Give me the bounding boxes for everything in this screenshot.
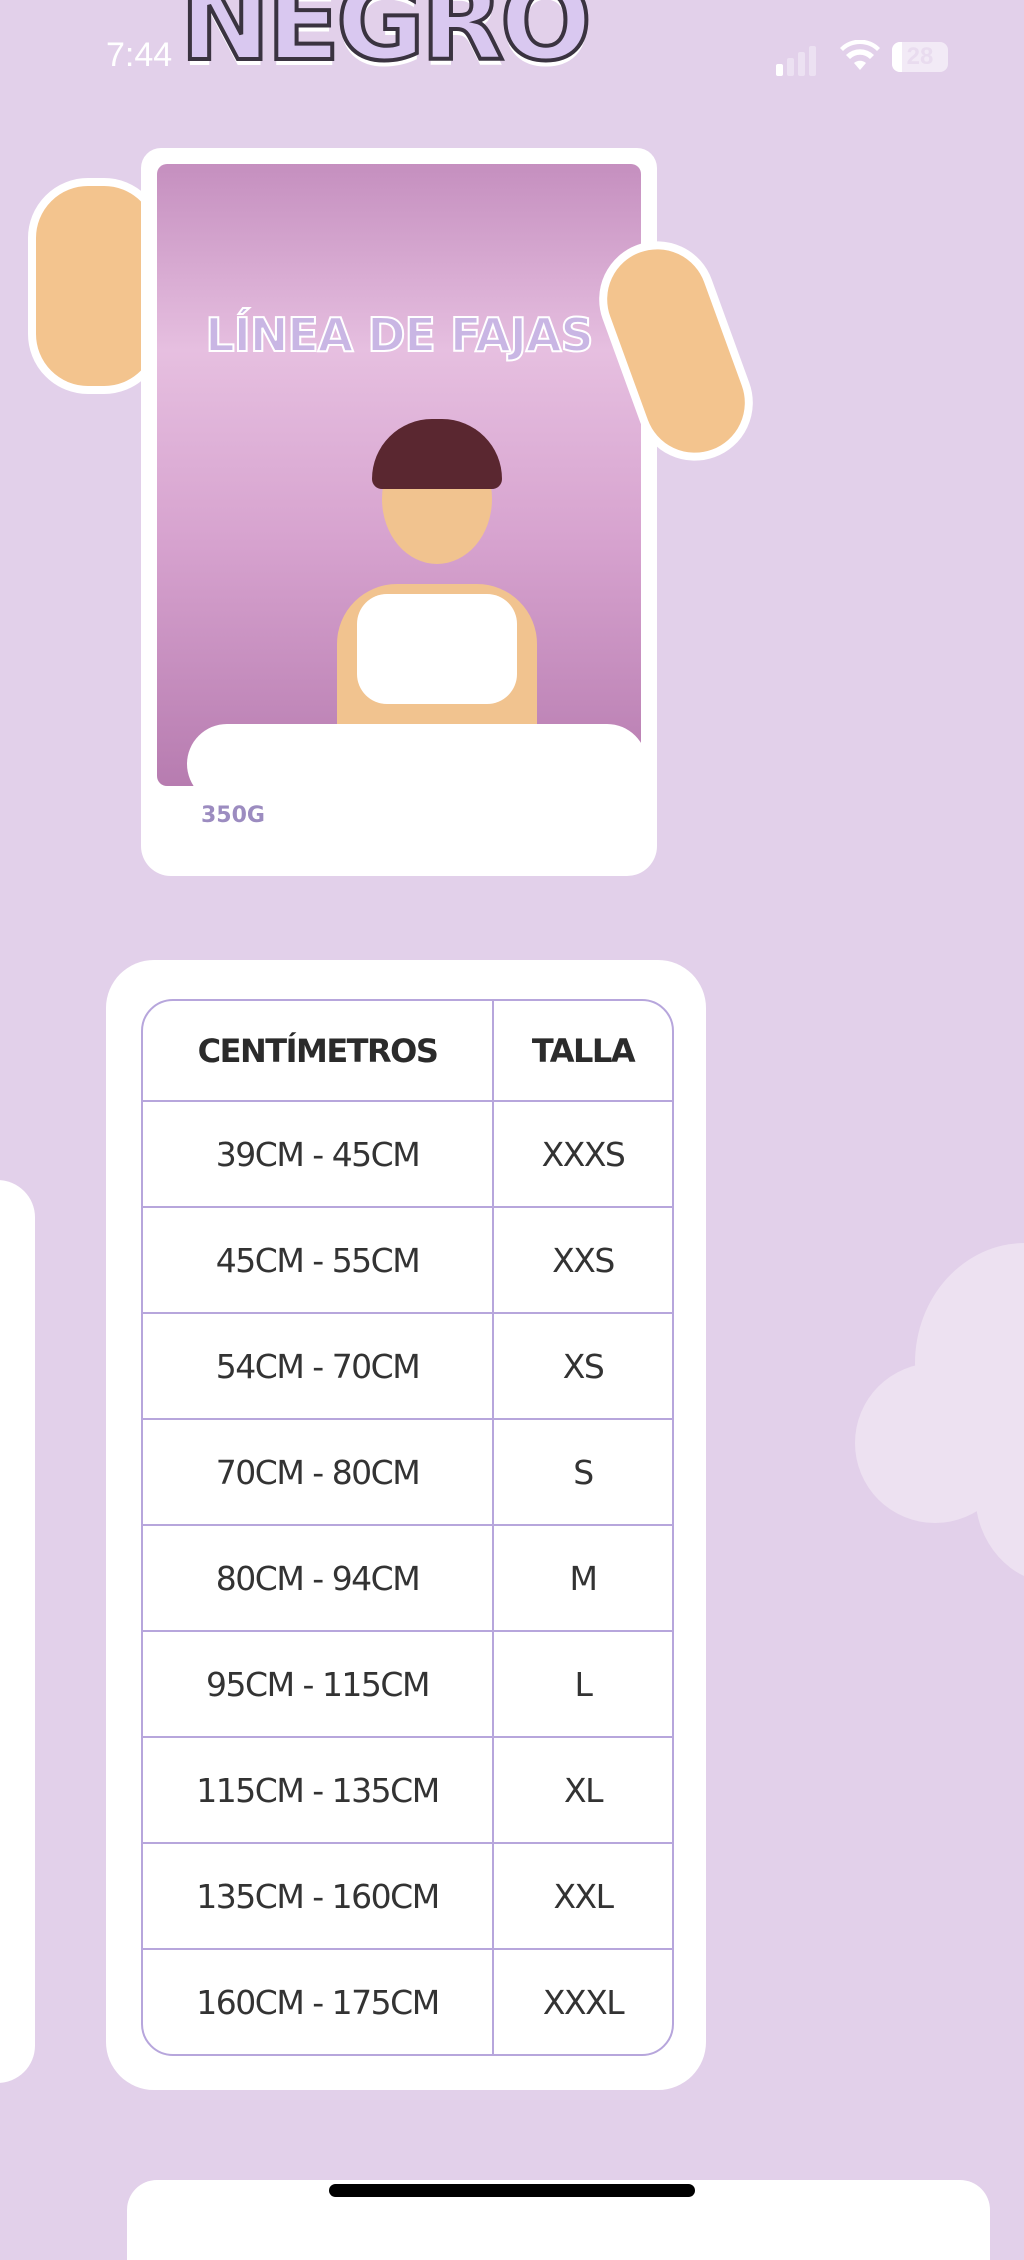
cell-size: S — [494, 1420, 672, 1526]
cell-size: XXXL — [542, 1982, 625, 2022]
table-row: 80CM - 94CM M — [143, 1526, 672, 1632]
brand-logo-text: NEGRO — [178, 0, 594, 87]
signal-icon — [776, 46, 816, 76]
battery-level: 28 — [906, 43, 934, 70]
cell-size: L — [494, 1632, 672, 1738]
header-centimetros: CENTÍMETROS — [143, 1001, 494, 1102]
table-row: 54CM - 70CM XS — [143, 1314, 672, 1420]
cell-size: M — [494, 1526, 672, 1632]
table-row: 160CM - 175CM XXXL — [143, 1950, 672, 2054]
product-title: LÍNEA DE FAJAS — [204, 307, 594, 363]
cell-centimeters: 80CM - 94CM — [143, 1526, 494, 1632]
size-table: CENTÍMETROS TALLA 39CM - 45CM XXXS 45CM - … — [141, 999, 674, 2056]
cell-centimeters: 39CM - 45CM — [143, 1102, 494, 1208]
cloud-decoration — [855, 1243, 1024, 1583]
cell-size: XXS — [494, 1208, 672, 1314]
table-row: 115CM - 135CM XL — [143, 1738, 672, 1844]
table-row: 70CM - 80CM S — [143, 1420, 672, 1526]
status-time: 7:44 — [106, 36, 173, 74]
cell-centimeters: 70CM - 80CM — [143, 1420, 494, 1526]
table-row: 95CM - 115CM L — [143, 1632, 672, 1738]
product-bag: LÍNEA DE FAJAS 350G — [141, 148, 657, 876]
cell-size: XL — [494, 1738, 672, 1844]
cell-size: XXXS — [494, 1102, 672, 1208]
cell-centimeters: 160CM - 175CM — [143, 1950, 494, 2054]
home-indicator[interactable] — [329, 2184, 695, 2197]
cell-size: XS — [494, 1314, 672, 1420]
header-talla: TALLA — [494, 1001, 672, 1102]
product-weight: 350G — [201, 803, 265, 828]
cell-centimeters: 95CM - 115CM — [143, 1632, 494, 1738]
cell-size: XXL — [494, 1844, 672, 1950]
cell-centimeters: 54CM - 70CM — [143, 1314, 494, 1420]
cell-centimeters: 135CM - 160CM — [143, 1844, 494, 1950]
cell-centimeters: 115CM - 135CM — [143, 1738, 494, 1844]
side-card — [0, 1180, 35, 2083]
table-row: 135CM - 160CM XXL — [143, 1844, 672, 1950]
wifi-icon — [840, 40, 880, 70]
battery-icon: 28 — [892, 42, 948, 72]
product-image: LÍNEA DE FAJAS 350G — [28, 148, 770, 878]
table-row: 45CM - 55CM XXS — [143, 1208, 672, 1314]
table-row: 39CM - 45CM XXXS — [143, 1102, 672, 1208]
cell-centimeters: 45CM - 55CM — [143, 1208, 494, 1314]
